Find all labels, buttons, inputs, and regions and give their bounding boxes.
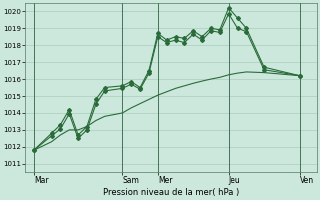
X-axis label: Pression niveau de la mer( hPa ): Pression niveau de la mer( hPa ) bbox=[103, 188, 239, 197]
